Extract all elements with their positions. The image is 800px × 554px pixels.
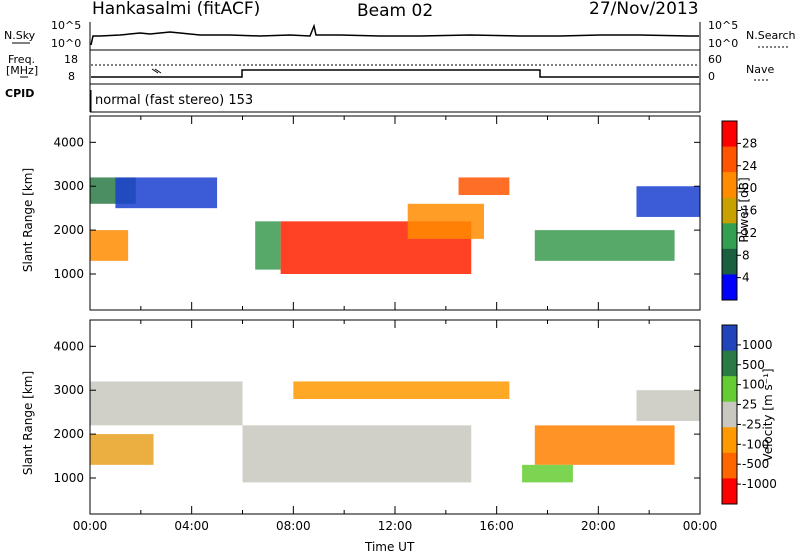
colorbar-tick-label: -100 (742, 437, 769, 451)
nsearch-tick-low: 10^0 (708, 37, 739, 50)
colorbar-frame (721, 324, 738, 505)
data-region (534, 425, 675, 465)
nsky-tick-high: 10^5 (51, 19, 82, 32)
colorbar-segment (722, 350, 737, 377)
colorbar-tick-label: 28 (742, 136, 757, 150)
colorbar-segment (722, 478, 737, 505)
colorbar-segment (722, 325, 737, 352)
nsearch-label: N.Search (746, 29, 796, 42)
nsky-tick-low: 10^0 (51, 37, 82, 50)
data-region (90, 434, 154, 465)
colorbar-tick-label: 500 (742, 358, 765, 372)
x-tick-label: 00:00 (73, 519, 108, 533)
colorbar-tick-label: 24 (742, 159, 757, 173)
colorbar-tick-label: -500 (742, 457, 769, 471)
colorbar-segment (722, 401, 737, 428)
data-region (458, 177, 510, 196)
station-title: Hankasalmi (fitACF) (92, 0, 261, 19)
y-tick-label: 2000 (53, 223, 84, 237)
colorbar-segment (722, 427, 737, 454)
colorbar-segment (722, 452, 737, 479)
colorbar-tick-label: 8 (742, 248, 750, 262)
nsky-label: N.Sky (4, 29, 36, 42)
data-region (636, 390, 700, 421)
x-axis-label: Time UT (365, 540, 415, 554)
y-tick-label: 4000 (53, 339, 84, 353)
colorbar-tick-label: 25 (742, 398, 757, 412)
colorbar-segment (722, 121, 737, 148)
freq-glitch (151, 68, 162, 74)
data-region (255, 221, 281, 270)
freq-unit: [MHz] (6, 64, 39, 77)
y-tick-label: 1000 (53, 471, 84, 485)
data-region (90, 381, 243, 426)
date-title: 27/Nov/2013 (589, 0, 699, 19)
colorbar-tick-label: -1000 (742, 477, 777, 491)
x-tick-label: 00:00 (683, 519, 718, 533)
colorbar-tick-label: 16 (742, 204, 757, 218)
x-tick-label: 04:00 (174, 519, 209, 533)
x-tick-label: 16:00 (479, 519, 514, 533)
y-tick-label: 2000 (53, 427, 84, 441)
colorbar-segment (722, 197, 737, 224)
x-tick-label: 12:00 (378, 519, 413, 533)
freq-tick-high: 18 (64, 53, 78, 66)
nave-tick-high: 60 (708, 53, 722, 66)
colorbar-segment (722, 376, 737, 403)
data-region (522, 464, 573, 483)
data-region (407, 203, 484, 239)
colorbar-segment (722, 223, 737, 250)
plot-frame (89, 115, 701, 311)
colorbar-segment (722, 248, 737, 275)
data-region (90, 230, 129, 261)
colorbar-segment (722, 172, 737, 199)
nave-tick-low: 0 (708, 70, 715, 83)
cpid-label: CPID (5, 87, 35, 100)
data-region (293, 381, 510, 400)
colorbar-segment (722, 146, 737, 173)
nsky-trace (90, 23, 699, 46)
data-region (242, 425, 472, 483)
colorbar-tick-label: 20 (742, 181, 757, 195)
y-tick-label: 4000 (53, 135, 84, 149)
colorbar-tick-label: 100 (742, 378, 765, 392)
colorbar-segment (722, 274, 737, 301)
y-tick-label: 3000 (53, 179, 84, 193)
strip-frames (12, 22, 788, 113)
x-tick-label: 20:00 (581, 519, 616, 533)
beam-title: Beam 02 (357, 1, 434, 21)
data-region (534, 230, 675, 261)
y-tick-label: 1000 (53, 267, 84, 281)
nave-label: Nave (746, 63, 775, 76)
freq-tick-low: 8 (68, 70, 75, 83)
nave-trace (91, 69, 699, 78)
colorbar-tick-label: 12 (742, 226, 757, 240)
y-tick-label: 3000 (53, 383, 84, 397)
colorbar-tick-label: 4 (742, 271, 750, 285)
data-region (636, 186, 700, 217)
colorbar-tick-label: 1000 (742, 338, 773, 352)
x-tick-label: 08:00 (276, 519, 311, 533)
cpid-value: normal (fast stereo) 153 (95, 93, 254, 108)
data-region (115, 177, 218, 209)
nsearch-tick-high: 10^5 (708, 19, 739, 32)
freq-label: Freq. (8, 53, 36, 66)
colorbar-tick-label: -25 (742, 417, 762, 431)
